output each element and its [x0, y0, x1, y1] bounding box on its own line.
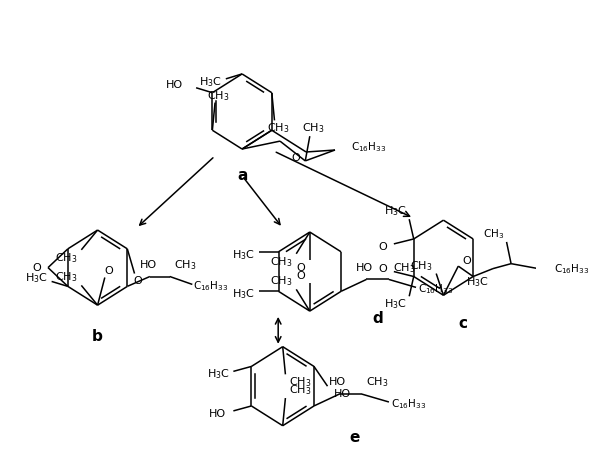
Text: HO: HO: [166, 80, 183, 90]
Text: CH$_3$: CH$_3$: [394, 261, 416, 274]
Text: C$_{16}$H$_{33}$: C$_{16}$H$_{33}$: [391, 397, 427, 411]
Text: CH$_3$: CH$_3$: [289, 383, 312, 397]
Text: HO: HO: [334, 389, 351, 399]
Text: CH$_3$: CH$_3$: [410, 258, 432, 273]
Text: H$_3$C: H$_3$C: [384, 297, 407, 311]
Text: H$_3$C: H$_3$C: [466, 275, 489, 290]
Text: HO: HO: [209, 409, 226, 419]
Text: CH$_3$: CH$_3$: [55, 271, 78, 284]
Text: HO: HO: [139, 259, 156, 270]
Text: H$_3$C: H$_3$C: [207, 368, 230, 381]
Text: HO: HO: [356, 263, 373, 273]
Text: CH$_3$: CH$_3$: [483, 227, 504, 241]
Text: CH$_3$: CH$_3$: [366, 376, 389, 389]
Text: CH$_3$: CH$_3$: [302, 121, 324, 135]
Text: HO: HO: [329, 377, 346, 387]
Text: O: O: [378, 264, 386, 274]
Text: O: O: [104, 266, 113, 275]
Text: H$_3$C: H$_3$C: [199, 75, 222, 89]
Text: H$_3$C: H$_3$C: [232, 287, 255, 301]
Text: CH$_3$: CH$_3$: [174, 258, 196, 272]
Text: O: O: [296, 271, 305, 281]
Text: O: O: [134, 276, 143, 286]
Text: O: O: [296, 263, 305, 273]
Text: c: c: [459, 316, 468, 331]
Text: H$_3$C: H$_3$C: [25, 272, 48, 285]
Text: CH$_3$: CH$_3$: [270, 274, 293, 288]
Text: b: b: [92, 329, 103, 345]
Text: e: e: [350, 430, 360, 445]
Text: CH$_3$: CH$_3$: [55, 251, 78, 265]
Text: O: O: [463, 256, 471, 266]
Text: CH$_3$: CH$_3$: [270, 255, 293, 268]
Text: CH$_3$: CH$_3$: [208, 89, 230, 102]
Text: O: O: [291, 153, 300, 163]
Text: C$_{16}$H$_{33}$: C$_{16}$H$_{33}$: [418, 282, 454, 296]
Text: C$_{16}$H$_{33}$: C$_{16}$H$_{33}$: [351, 140, 386, 154]
Text: O: O: [378, 242, 386, 252]
Text: C$_{16}$H$_{33}$: C$_{16}$H$_{33}$: [555, 263, 590, 276]
Text: d: d: [372, 312, 383, 327]
Text: CH$_3$: CH$_3$: [267, 121, 289, 135]
Text: O: O: [32, 263, 41, 273]
Text: CH$_3$: CH$_3$: [289, 376, 312, 389]
Text: H$_3$C: H$_3$C: [232, 248, 255, 262]
Text: C$_{16}$H$_{33}$: C$_{16}$H$_{33}$: [193, 280, 228, 293]
Text: a: a: [237, 168, 247, 183]
Text: H$_3$C: H$_3$C: [384, 204, 407, 218]
